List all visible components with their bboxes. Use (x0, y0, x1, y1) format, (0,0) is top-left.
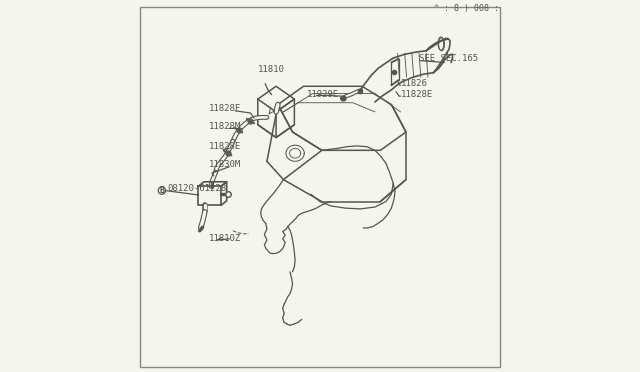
Text: B: B (159, 186, 164, 195)
Text: 08120-61228: 08120-61228 (167, 184, 226, 193)
Text: ^ : 8 ) 008 :: ^ : 8 ) 008 : (435, 4, 499, 13)
Text: 11810: 11810 (258, 65, 285, 74)
Text: 11826: 11826 (401, 79, 428, 88)
Text: 11828F: 11828F (209, 104, 241, 113)
Text: 11828M: 11828M (209, 122, 241, 131)
Text: 11828E: 11828E (401, 90, 433, 99)
Text: SEE SEC.165: SEE SEC.165 (419, 54, 478, 62)
Text: 11830M: 11830M (209, 160, 241, 169)
Text: 11810Z: 11810Z (209, 234, 241, 243)
Text: 11828E: 11828E (209, 142, 241, 151)
Text: 11929E: 11929E (307, 90, 339, 99)
